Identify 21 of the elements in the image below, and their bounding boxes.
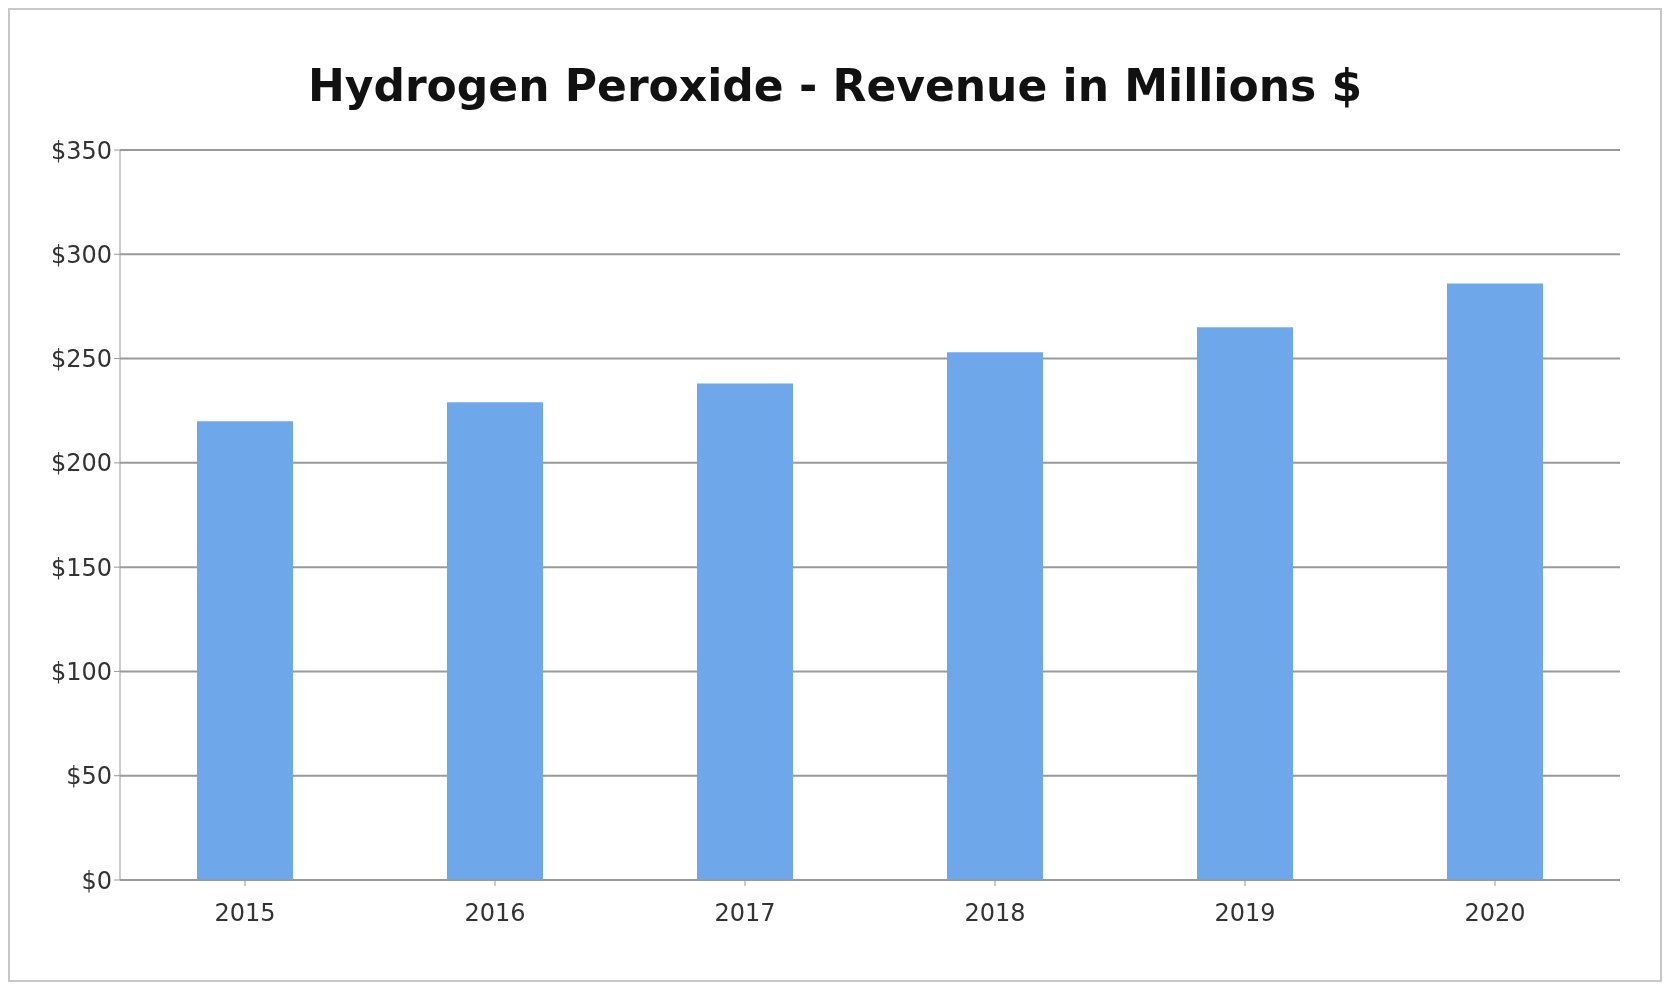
y-tick-label: $100 <box>50 657 112 686</box>
chart-title: Hydrogen Peroxide - Revenue in Millions $ <box>306 60 1364 113</box>
y-tick-label: $200 <box>50 449 112 478</box>
x-tick-label: 2017 <box>714 899 776 928</box>
x-tick-label: 2020 <box>1464 899 1526 928</box>
bar <box>197 421 293 880</box>
bar <box>1447 283 1543 880</box>
x-tick-label: 2018 <box>964 899 1026 928</box>
y-tick-label: $350 <box>50 136 112 165</box>
bar <box>1197 327 1293 880</box>
y-tick-label: $150 <box>50 553 112 582</box>
y-tick-label: $0 <box>81 866 112 895</box>
y-tick-label: $50 <box>66 762 112 791</box>
x-tick-label: 2016 <box>464 899 526 928</box>
x-tick-label: 2015 <box>214 899 276 928</box>
bar <box>447 402 543 880</box>
y-tick-label: $250 <box>50 345 112 374</box>
x-tick-label: 2019 <box>1214 899 1276 928</box>
y-tick-label: $300 <box>50 240 112 269</box>
bar <box>947 352 1043 880</box>
bar <box>697 383 793 880</box>
